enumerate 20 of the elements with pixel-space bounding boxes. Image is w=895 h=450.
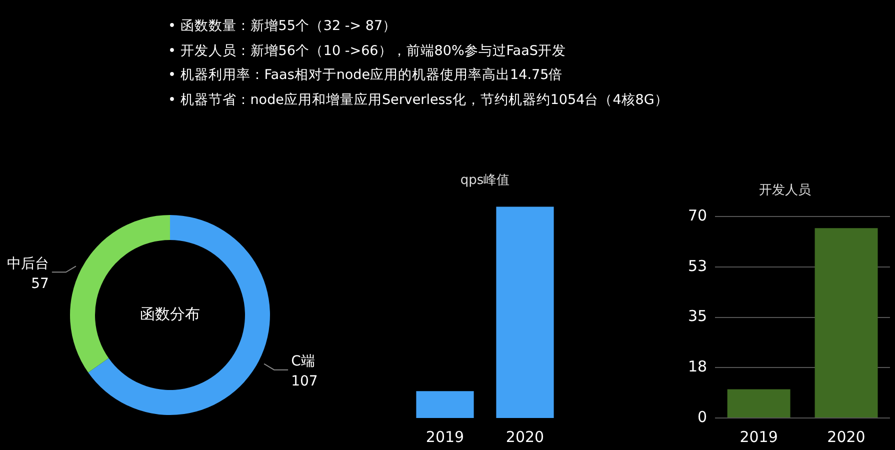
text: 函数分布 (140, 304, 200, 323)
y-tick-label: 18 (688, 358, 708, 376)
chart-title: qps峰值 (460, 173, 510, 188)
data-label: 57 (31, 276, 49, 292)
text: • 函数数量：新增55个（32 -> 87） (168, 17, 398, 36)
x-tick-label: 2020 (827, 428, 866, 446)
x-tick-label: 2019 (740, 428, 778, 446)
text: • 机器利用率：Faas相对于node应用的机器使用率高出14.75倍 (168, 66, 564, 85)
x-tick-label: 2019 (426, 428, 464, 446)
x-tick-label: 2020 (506, 428, 544, 446)
y-tick-label: 0 (698, 408, 708, 426)
text: • 机器节省：node应用和增量应用Serverless化，节约机器约1054台（4核8G） (168, 90, 668, 110)
chart-title: 开发人员 (759, 183, 811, 198)
data-label: 107 (291, 373, 318, 390)
y-tick-label: 53 (688, 256, 708, 275)
slice-label: 中后台 (6, 256, 49, 272)
slice-label: C端 (291, 353, 315, 370)
y-tick-label: 35 (688, 307, 708, 326)
text: • 开发人员：新增56个（10 ->66），前端80%参与过FaaS开发 (168, 42, 567, 60)
y-tick-label: 70 (688, 206, 708, 224)
